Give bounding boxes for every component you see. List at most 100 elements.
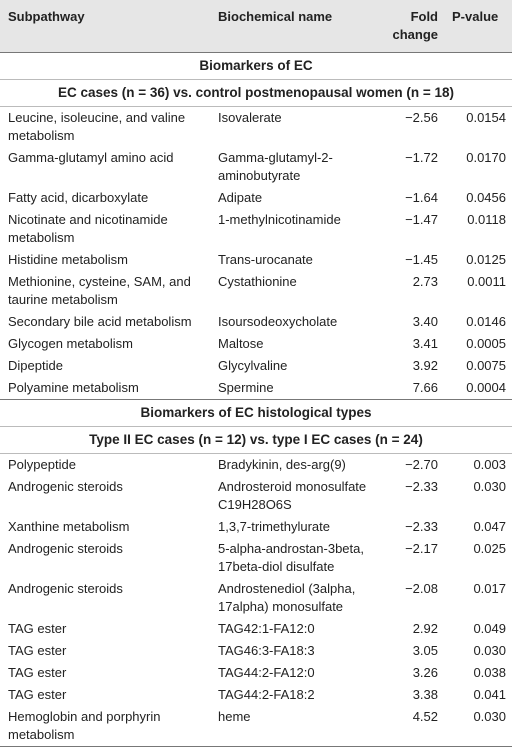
column-header: Fold change	[372, 0, 444, 53]
subpathway: Dipeptide	[8, 358, 63, 373]
section-title: Biomarkers of EC	[0, 52, 512, 80]
fold-change: −2.70	[405, 457, 438, 472]
fold-change: −2.56	[405, 110, 438, 125]
fold-change: 3.41	[412, 336, 438, 351]
p-value: 0.030	[444, 706, 512, 747]
biochemical-name: TAG44:2-FA18:2	[218, 687, 315, 702]
fold-change: −1.72	[405, 150, 438, 165]
section-row: EC cases (n = 36) vs. control postmenopa…	[0, 79, 512, 107]
subpathway: TAG ester	[8, 643, 67, 658]
biochemical-name: heme	[210, 706, 372, 747]
subpathway: Gamma-glutamyl amino acid	[8, 150, 174, 165]
biochemical-name: Androsteroid monosulfate C19H28O6S	[218, 479, 367, 512]
biochemical-name: TAG42:1-FA12:0	[218, 621, 315, 636]
biochemical-name: Gamma-glutamyl-2-aminobutyrate	[218, 150, 333, 183]
fold-change: 3.92	[412, 358, 438, 373]
biochemical-name: 1-methylnicotinamide	[218, 212, 341, 227]
p-value: 0.041	[473, 687, 506, 702]
biochemical-name: Isovalerate	[218, 110, 282, 125]
column-header: Subpathway	[0, 0, 210, 53]
table-row: Glycogen metabolism Maltose 3.41 0.0005	[0, 333, 512, 355]
table-row: Fatty acid, dicarboxylate Adipate −1.64 0.0…	[0, 187, 512, 209]
table-row: Polypeptide Bradykinin, des-arg(9) −2.70 0.…	[0, 454, 512, 477]
table-row: TAG ester TAG42:1-FA12:0 2.92 0.049	[0, 618, 512, 640]
p-value: 0.0146	[466, 314, 506, 329]
table-body: Biomarkers of EC EC cases (n = 36) vs. co…	[0, 52, 512, 747]
p-value: 0.0075	[466, 358, 506, 373]
biochemical-name: Adipate	[218, 190, 263, 205]
p-value: 0.0005	[466, 336, 506, 351]
fold-change: −2.08	[405, 581, 438, 596]
subpathway: Hemoglobin and porphyrin metabolism	[0, 706, 210, 747]
p-value: 0.0154	[466, 110, 506, 125]
subpathway: TAG ester	[8, 687, 67, 702]
subpathway: Polypeptide	[8, 457, 76, 472]
p-value: 0.038	[473, 665, 506, 680]
p-value: 0.030	[473, 643, 506, 658]
table-row: TAG ester TAG44:2-FA18:2 3.38 0.041	[0, 684, 512, 706]
fold-change: 3.26	[412, 665, 438, 680]
subpathway: Androgenic steroids	[8, 541, 123, 556]
table-row: Nicotinate and nicotinamide metabolism 1-…	[0, 209, 512, 249]
biochemical-name: Bradykinin, des-arg(9)	[218, 457, 346, 472]
section-row: Biomarkers of EC histological types	[0, 399, 512, 427]
p-value: 0.0456	[466, 190, 506, 205]
biochemical-name: Isoursodeoxycholate	[218, 314, 338, 329]
fold-change: −2.33	[405, 479, 438, 494]
table-row: Androgenic steroids Androsteroid monosulf…	[0, 476, 512, 516]
fold-change: −2.33	[405, 519, 438, 534]
header-row: Subpathway Biochemical name Fold change P-v…	[0, 0, 512, 53]
table-row: Androgenic steroids Androstenediol (3alph…	[0, 578, 512, 618]
fold-change: 3.38	[412, 687, 438, 702]
table-row: Hemoglobin and porphyrin metabolism heme 4…	[0, 706, 512, 747]
p-value: 0.030	[473, 479, 506, 494]
subpathway: Nicotinate and nicotinamide metabolism	[8, 212, 168, 245]
table-row: Xanthine metabolism 1,3,7-trimethylurate −…	[0, 516, 512, 538]
biochemical-name: Maltose	[218, 336, 264, 351]
p-value: 0.0011	[467, 274, 506, 289]
column-header: Biochemical name	[210, 0, 372, 53]
subpathway: TAG ester	[8, 665, 67, 680]
section-row: Type II EC cases (n = 12) vs. type I EC …	[0, 426, 512, 454]
subpathway: Androgenic steroids	[8, 479, 123, 494]
subpathway: Polyamine metabolism	[8, 380, 139, 395]
subpathway: Xanthine metabolism	[8, 519, 130, 534]
fold-change: −2.17	[405, 541, 438, 556]
table-row: Secondary bile acid metabolism Isoursodeo…	[0, 311, 512, 333]
table-row: Polyamine metabolism Spermine 7.66 0.0004	[0, 377, 512, 400]
table-row: Methionine, cysteine, SAM, and taurine m…	[0, 271, 512, 311]
p-value: 0.017	[473, 581, 506, 596]
p-value: 0.003	[473, 457, 506, 472]
table-row: TAG ester TAG46:3-FA18:3 3.05 0.030	[0, 640, 512, 662]
section-title: Biomarkers of EC histological types	[0, 399, 512, 427]
subpathway: Glycogen metabolism	[8, 336, 133, 351]
table-row: Dipeptide Glycylvaline 3.92 0.0075	[0, 355, 512, 377]
p-value: 0.047	[473, 519, 506, 534]
p-value: 0.0118	[467, 212, 506, 227]
p-value: 0.0125	[466, 252, 506, 267]
section-subtitle: EC cases (n = 36) vs. control postmenopa…	[0, 79, 512, 107]
fold-change: −1.45	[405, 252, 438, 267]
section-row: Biomarkers of EC	[0, 52, 512, 80]
subpathway: Secondary bile acid metabolism	[8, 314, 192, 329]
table-row: TAG ester TAG44:2-FA12:0 3.26 0.038	[0, 662, 512, 684]
table-row: Histidine metabolism Trans-urocanate −1.45…	[0, 249, 512, 271]
subpathway: Androgenic steroids	[8, 581, 123, 596]
section-subtitle: Type II EC cases (n = 12) vs. type I EC …	[0, 426, 512, 454]
biochemical-name: Glycylvaline	[218, 358, 288, 373]
subpathway: Methionine, cysteine, SAM, and taurine m…	[8, 274, 191, 307]
biochemical-name: Spermine	[218, 380, 274, 395]
subpathway: Leucine, isoleucine, and valine metaboli…	[8, 110, 186, 143]
biochemical-name: Cystathionine	[218, 274, 297, 289]
p-value: 0.049	[473, 621, 506, 636]
fold-change: 3.05	[412, 643, 438, 658]
biochemical-name: Androstenediol (3alpha, 17alpha) monosul…	[218, 581, 356, 614]
fold-change: 3.40	[412, 314, 438, 329]
p-value: 0.0004	[466, 380, 506, 395]
table-row: Androgenic steroids 5-alpha-androstan-3be…	[0, 538, 512, 578]
biochemical-name: TAG44:2-FA12:0	[218, 665, 315, 680]
column-header: P-value	[444, 0, 512, 53]
biochemical-name: 5-alpha-androstan-3beta, 17beta-diol dis…	[218, 541, 364, 574]
